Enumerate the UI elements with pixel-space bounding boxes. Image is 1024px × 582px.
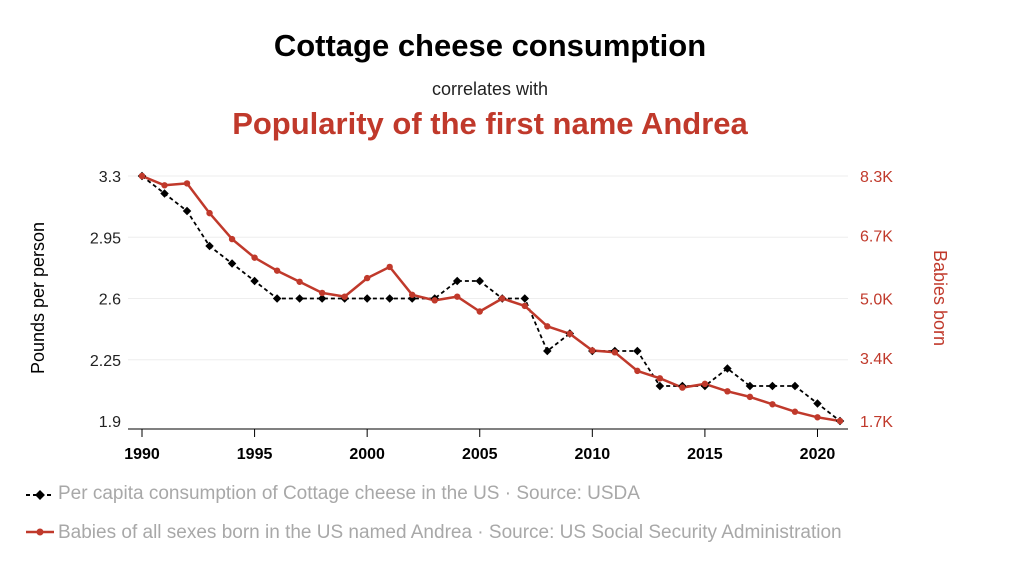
data-point-andrea: [431, 297, 438, 304]
data-point-andrea: [701, 380, 709, 388]
data-point-andrea: [814, 414, 821, 421]
data-point-andrea: [769, 401, 776, 408]
data-point-andrea: [611, 349, 619, 356]
x-tick-label: 2020: [800, 446, 836, 463]
data-point-andrea: [544, 323, 551, 330]
data-point-cottage-cheese: [205, 241, 214, 251]
chart-subtitle: correlates with: [431, 79, 549, 99]
data-point-andrea: [476, 308, 483, 315]
y-axis-right-title: Babies born: [930, 250, 950, 346]
data-point-andrea: [228, 235, 236, 243]
data-point-cottage-cheese: [520, 294, 530, 303]
dashed-diamond-line-icon: [26, 490, 54, 500]
axes: [128, 428, 848, 437]
data-point-andrea: [566, 330, 574, 337]
legend-label: Per capita consumption of Cottage cheese…: [58, 483, 640, 504]
data-point-cottage-cheese: [317, 294, 327, 303]
series-markers: [137, 171, 845, 426]
series-line-andrea: [141, 174, 841, 423]
data-point-cottage-cheese: [768, 381, 777, 391]
data-point-andrea: [408, 291, 416, 298]
series-lines: [141, 174, 841, 423]
data-point-cottage-cheese: [543, 346, 552, 356]
data-point-cottage-cheese: [272, 294, 282, 303]
data-point-cottage-cheese: [655, 381, 665, 391]
y-tick-label-left: 2.25: [90, 353, 121, 370]
x-tick-label: 1990: [124, 446, 160, 463]
data-point-andrea: [656, 375, 664, 382]
data-point-cottage-cheese: [452, 276, 462, 286]
data-point-cottage-cheese: [182, 206, 192, 216]
data-point-andrea: [454, 293, 461, 300]
data-point-andrea: [138, 172, 146, 180]
chart-title-secondary: Popularity of the first name Andrea: [232, 106, 748, 141]
data-point-andrea: [273, 267, 281, 274]
data-point-andrea: [206, 209, 213, 217]
y-tick-label-right: 8.3K: [860, 169, 893, 186]
data-point-cottage-cheese: [160, 189, 169, 198]
y-tick-label-right: 5.0K: [860, 292, 893, 309]
data-point-andrea: [521, 302, 528, 310]
data-point-andrea: [161, 182, 168, 189]
data-point-andrea: [318, 289, 326, 297]
data-point-andrea: [836, 417, 844, 425]
solid-circle-line-icon: [26, 528, 54, 536]
y-tick-label-left: 3.3: [99, 169, 121, 186]
x-tick-label: 2005: [462, 446, 498, 463]
data-point-cottage-cheese: [723, 364, 732, 373]
data-point-andrea: [251, 254, 258, 261]
y-tick-label-right: 3.4K: [860, 351, 893, 368]
data-point-andrea: [634, 367, 641, 375]
data-point-andrea: [746, 393, 754, 401]
chart-title: Cottage cheese consumption: [273, 28, 707, 63]
x-tick-label: 2010: [575, 446, 611, 463]
tick-labels: 1990 1995 2000 2005 2010 2015 2020 3.3 2.95 2.6 2.…: [90, 169, 893, 463]
y-tick-label-left: 2.95: [90, 230, 121, 247]
data-point-cottage-cheese: [475, 276, 484, 286]
grid-lines: [128, 175, 848, 361]
data-point-cottage-cheese: [295, 294, 304, 303]
data-point-cottage-cheese: [790, 381, 800, 391]
data-point-cottage-cheese: [362, 294, 372, 303]
y-axis-left-title: Pounds per person: [28, 222, 48, 374]
x-tick-label: 2000: [349, 446, 385, 463]
x-tick-label: 2015: [687, 446, 723, 463]
data-point-andrea: [679, 384, 686, 391]
data-point-cottage-cheese: [813, 399, 822, 408]
legend-label: Babies of all sexes born in the US named…: [58, 522, 842, 543]
series-line-cottage-cheese: [141, 175, 841, 422]
data-point-cottage-cheese: [633, 346, 642, 356]
legend-item-andrea[interactable]: Babies of all sexes born in the US named…: [24, 520, 844, 545]
data-point-cottage-cheese: [227, 259, 237, 268]
data-point-andrea: [363, 274, 371, 282]
data-point-andrea: [296, 278, 303, 285]
data-point-cottage-cheese: [250, 276, 259, 286]
y-tick-label-right: 1.7K: [860, 414, 893, 431]
y-tick-label-left: 2.6: [99, 292, 121, 309]
data-point-cottage-cheese: [385, 294, 394, 303]
data-point-andrea: [341, 293, 348, 300]
data-point-andrea: [499, 295, 506, 302]
data-point-andrea: [724, 388, 731, 395]
data-point-andrea: [386, 263, 393, 271]
legend-item-cottage-cheese[interactable]: Per capita consumption of Cottage cheese…: [24, 483, 640, 505]
data-point-andrea: [589, 347, 596, 354]
data-point-andrea: [183, 180, 191, 187]
data-point-cottage-cheese: [745, 381, 755, 391]
x-tick-label: 1995: [237, 446, 273, 463]
data-point-andrea: [791, 408, 799, 415]
y-tick-label-left: 1.9: [99, 414, 121, 431]
y-tick-label-right: 6.7K: [860, 228, 893, 245]
